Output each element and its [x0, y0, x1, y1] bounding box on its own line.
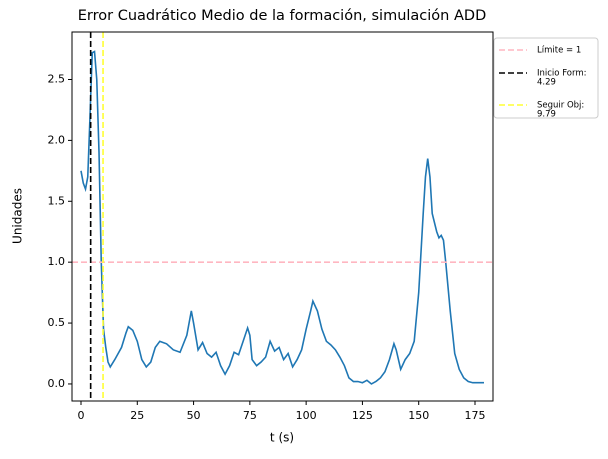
x-axis-label: t (s): [270, 431, 294, 445]
x-tick-label: 100: [296, 409, 317, 422]
legend-label: Seguir Obj:: [537, 101, 584, 111]
chart-title: Error Cuadrático Medio de la formación, …: [78, 8, 486, 24]
y-tick-label: 0.0: [48, 377, 66, 390]
y-tick-label: 0.5: [48, 316, 66, 329]
x-tick-label: 25: [130, 409, 144, 422]
x-tick-label: 125: [352, 409, 373, 422]
legend-box: [493, 37, 599, 119]
x-tick-label: 0: [78, 409, 85, 422]
legend-label: 9.79: [537, 110, 556, 120]
y-tick-label: 2.5: [48, 72, 66, 85]
legend-label: 4.29: [537, 78, 556, 88]
plot-frame: [71, 31, 494, 402]
y-tick-label: 1.5: [48, 194, 66, 207]
y-axis-label: Unidades: [11, 188, 25, 244]
y-tick-label: 2.0: [48, 133, 66, 146]
legend-label: Límite = 1: [537, 46, 581, 56]
data-line: [80, 50, 484, 385]
x-tick-label: 75: [243, 409, 257, 422]
y-tick-label: 1.0: [48, 255, 66, 268]
x-tick-label: 150: [408, 409, 429, 422]
x-tick-label: 175: [464, 409, 485, 422]
legend-label: Inicio Form:: [537, 69, 586, 79]
x-tick-label: 50: [187, 409, 201, 422]
